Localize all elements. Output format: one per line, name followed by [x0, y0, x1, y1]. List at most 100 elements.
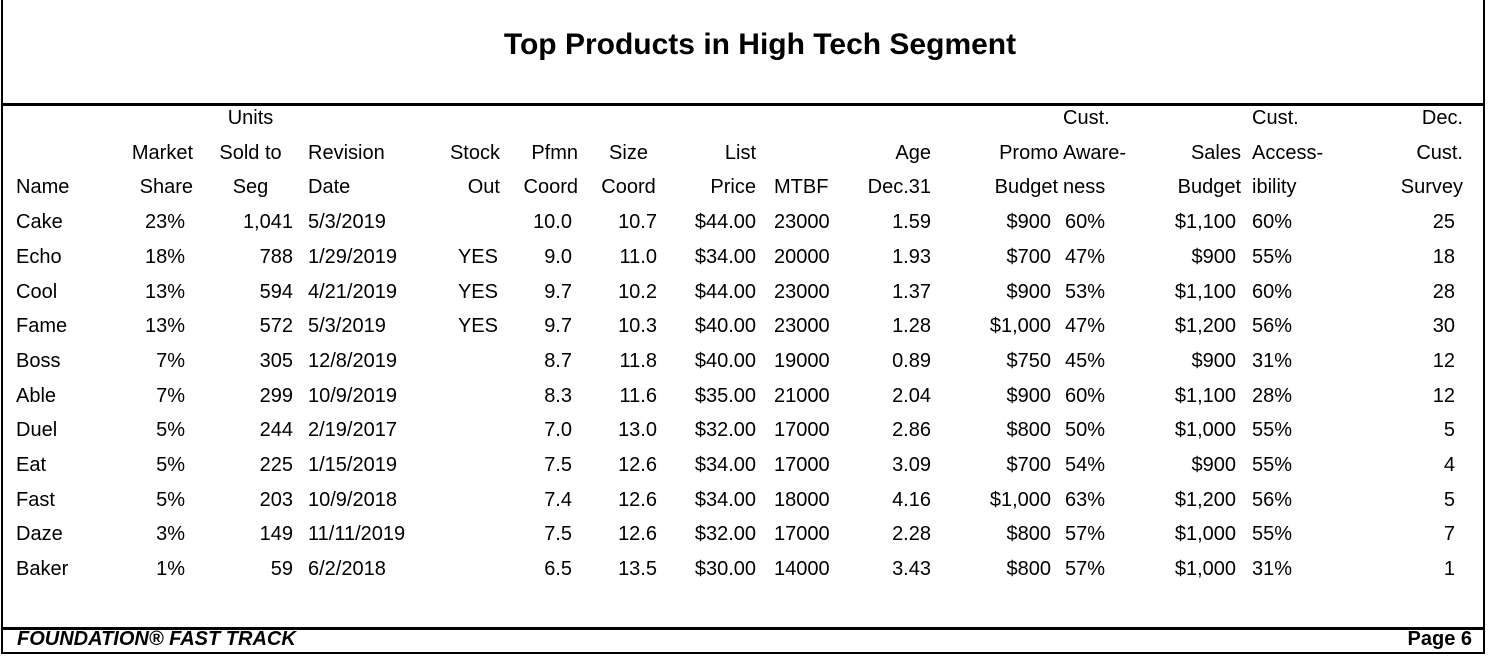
column-header: Budget [994, 176, 1058, 199]
table-cell: 21000 [774, 384, 830, 407]
column-header [3, 101, 118, 136]
column-header [851, 101, 941, 136]
table-cell: $34.00 [694, 454, 756, 477]
table-cell: 13% [144, 315, 185, 338]
table-cell: $30.00 [694, 558, 756, 581]
product-name-cell: Baker [16, 558, 69, 581]
table-cell [433, 344, 508, 379]
table-cell: 5/3/2019 [308, 211, 386, 234]
table-cell: 45% [1065, 349, 1106, 372]
table-cell: 1 [1443, 558, 1455, 581]
column-header [433, 101, 508, 136]
table-cell: 10.0 [533, 211, 572, 234]
table-cell: $700 [1006, 245, 1052, 268]
table-cell: $1,000 [1174, 558, 1236, 581]
table-cell: 13.5 [618, 558, 657, 581]
table-cell [433, 379, 508, 414]
table-cell: 594 [259, 280, 293, 303]
table-cell: 60% [1252, 280, 1293, 303]
table-cell: 20000 [774, 245, 830, 268]
table-cell: 13.0 [618, 419, 657, 442]
table-cell: 3.09 [892, 454, 931, 477]
page-title: Top Products in High Tech Segment [503, 28, 1017, 61]
table-cell: 60% [1065, 384, 1106, 407]
column-header: Coord [523, 176, 578, 199]
table-cell: $800 [1006, 523, 1052, 546]
table-cell: 28% [1252, 384, 1293, 407]
table-cell: $1,200 [1174, 315, 1236, 338]
table-cell: 25 [1432, 211, 1455, 234]
table-cell: 2/19/2017 [308, 419, 397, 442]
table-cell: 305 [259, 349, 293, 372]
table-cell: 3.43 [892, 558, 931, 581]
table-cell: $1,100 [1174, 384, 1236, 407]
table-cell [433, 413, 508, 448]
table-cell: 54% [1065, 454, 1106, 477]
table-cell: 4 [1443, 454, 1455, 477]
column-header: Age [895, 141, 931, 164]
column-header: Budget [1177, 176, 1241, 199]
table-cell: 18 [1432, 245, 1455, 268]
footer-brand: FOUNDATION® FAST TRACK [17, 628, 296, 650]
table-cell: $800 [1006, 419, 1052, 442]
column-header: Name [16, 176, 70, 199]
table-cell: $40.00 [694, 349, 756, 372]
table-row: Fast 5% 203 10/9/2018 7.4 12.6 $34.00 18000 4.16… [3, 483, 1471, 518]
column-header: Cust. [1252, 107, 1299, 129]
table-cell: 13% [144, 280, 185, 303]
column-header: Units [227, 107, 274, 129]
product-name-cell: Eat [16, 454, 47, 477]
column-header [298, 101, 433, 136]
column-header: ness [1063, 176, 1106, 199]
table-cell: 244 [259, 419, 293, 442]
table-cell: YES [457, 245, 498, 268]
table-cell: 12.6 [618, 454, 657, 477]
page-number: Page 6 [1407, 628, 1472, 650]
column-header: ibility [1252, 176, 1297, 199]
table-cell: 23000 [774, 211, 830, 234]
table-cell: 31% [1252, 558, 1293, 581]
column-header: Sold to [219, 141, 282, 164]
table-cell: 14000 [774, 558, 830, 581]
table-cell: 7.0 [544, 419, 572, 442]
table-cell: 11.0 [619, 245, 657, 268]
column-header: Aware- [1063, 141, 1126, 164]
table-cell: 18000 [774, 488, 830, 511]
table-cell: 63% [1065, 488, 1106, 511]
column-header: Promo [999, 141, 1058, 164]
table-cell: 225 [259, 454, 293, 477]
table-cell: 30 [1432, 315, 1455, 338]
table-cell: YES [457, 280, 498, 303]
column-header: Out [467, 176, 500, 199]
column-header: Share [139, 176, 193, 199]
table-cell: $34.00 [694, 488, 756, 511]
table-cell: $32.00 [694, 523, 756, 546]
table-cell: 2.28 [892, 523, 931, 546]
table-cell: 9.0 [544, 245, 572, 268]
table-cell: 9.7 [544, 280, 572, 303]
column-header [586, 101, 671, 136]
table-cell: 6.5 [544, 558, 572, 581]
column-header [508, 101, 586, 136]
table-row: Baker 1% 59 6/2/2018 6.5 13.5 $30.00 14000 3.43 $… [3, 552, 1471, 587]
product-name-cell: Boss [16, 349, 61, 372]
table-cell: 5% [156, 454, 185, 477]
table-row: Echo 18% 788 1/29/2019 YES 9.0 11.0 $34.00 20000… [3, 240, 1471, 275]
table-cell: 5% [156, 488, 185, 511]
table-cell: 203 [259, 488, 293, 511]
product-name-cell: Cool [16, 280, 58, 303]
column-header: Access- [1252, 141, 1324, 164]
table-cell: 2.04 [892, 384, 931, 407]
column-header: Market [131, 141, 193, 164]
table-cell: $44.00 [694, 211, 756, 234]
column-header: Survey [1400, 176, 1463, 199]
table-cell: 60% [1065, 211, 1106, 234]
table-cell: 5/3/2019 [308, 315, 386, 338]
table-cell: $900 [1006, 211, 1052, 234]
column-header: Coord [601, 176, 656, 199]
table-cell: 17000 [774, 454, 830, 477]
table-cell [433, 552, 508, 587]
table-cell: 5% [156, 419, 185, 442]
table-cell: 299 [259, 384, 293, 407]
table-cell: 60% [1252, 211, 1293, 234]
